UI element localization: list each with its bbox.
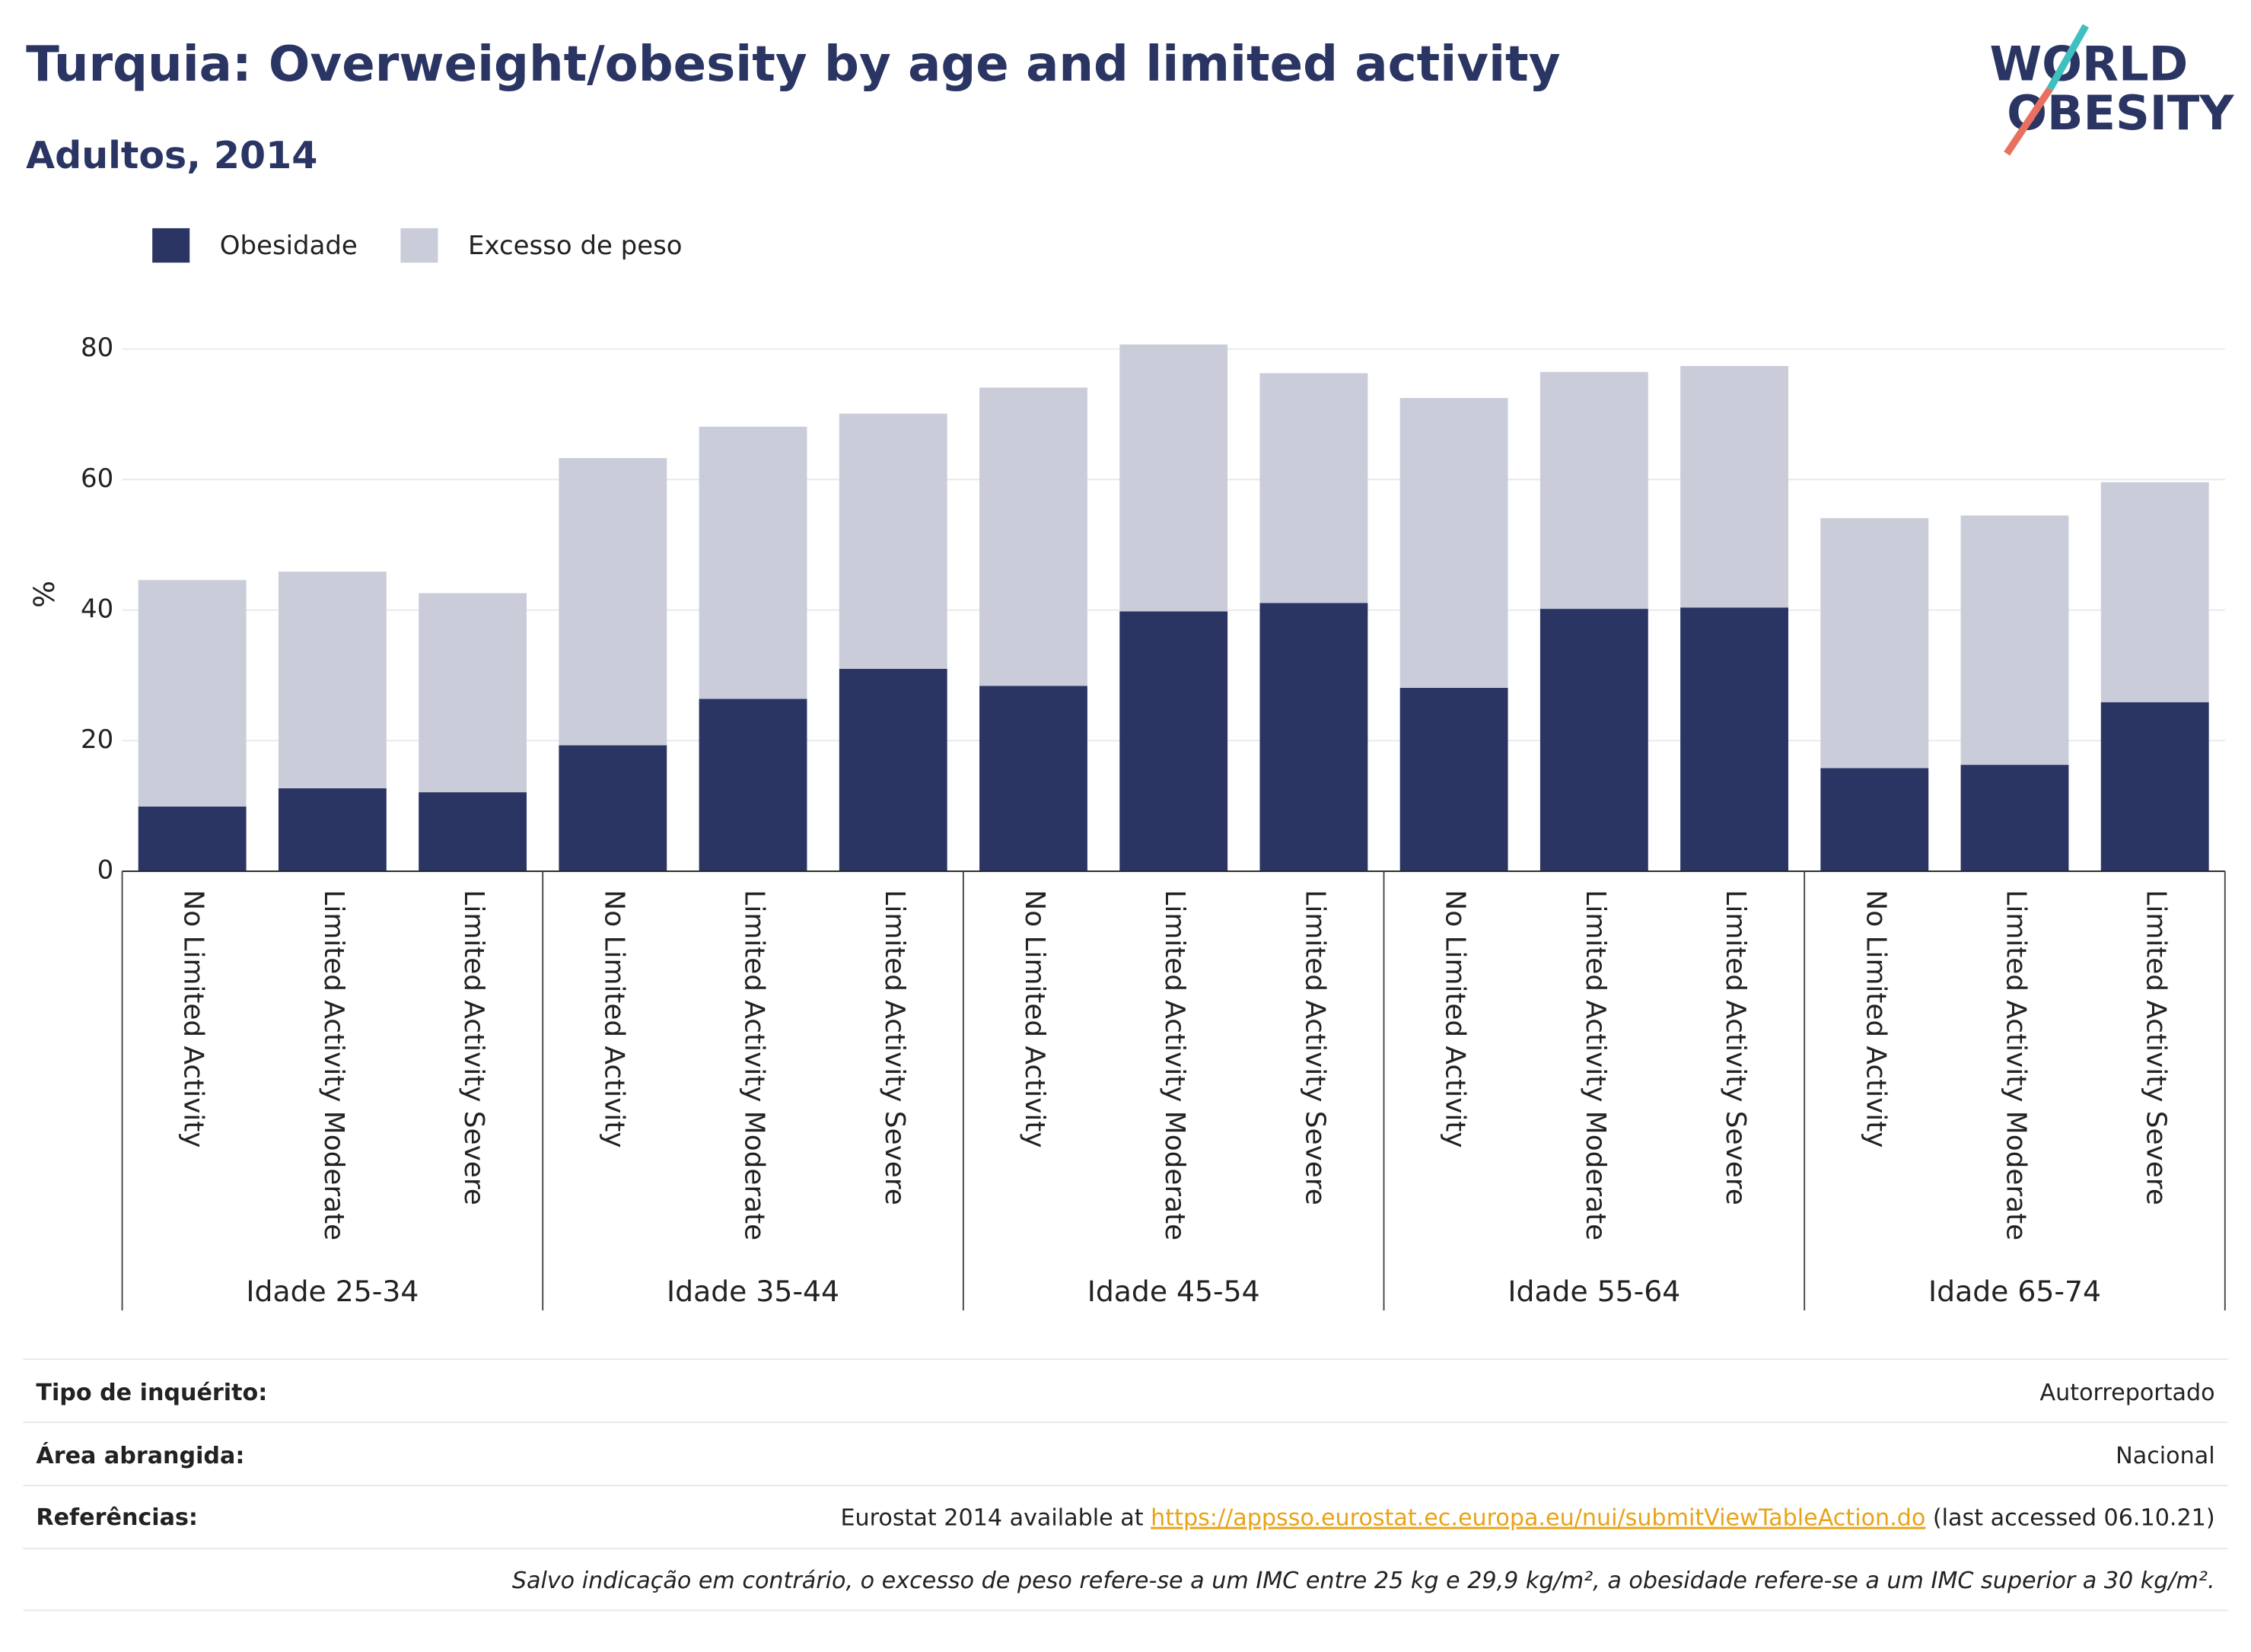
chart-subtitle: Adultos, 2014: [26, 133, 317, 177]
x-tick-label: Limited Activity Moderate: [739, 890, 770, 1240]
ref-link[interactable]: https://appsso.eurostat.ec.europa.eu/nui…: [1151, 1504, 1925, 1531]
x-tick-label: Limited Activity Moderate: [318, 890, 349, 1240]
x-tick-label: Limited Activity Severe: [879, 890, 910, 1205]
x-tick-label: No Limited Activity: [598, 890, 629, 1147]
legend-label: Obesidade: [220, 231, 358, 261]
bar-segment: [1399, 398, 1508, 688]
bar-segment: [1259, 373, 1368, 603]
bar-segment: [419, 593, 527, 793]
bar-segment: [1119, 611, 1228, 871]
chart-title: Turquia: Overweight/obesity by age and l…: [26, 36, 1560, 93]
logo-text: OBESITY: [2007, 85, 2234, 141]
x-tick-label: Limited Activity Severe: [458, 890, 489, 1205]
bar-segment: [699, 426, 807, 699]
x-tick-label: Limited Activity Moderate: [1159, 890, 1190, 1240]
bar-segment: [1820, 768, 1929, 871]
group-label: Idade 65-74: [1928, 1275, 2101, 1308]
footer-note: Salvo indicação em contrário, o excesso …: [512, 1568, 2215, 1594]
bar-segment: [419, 792, 527, 871]
bar-segment: [979, 387, 1087, 686]
group-label: Idade 25-34: [246, 1275, 419, 1308]
bar-segment: [559, 745, 667, 871]
bar-segment: [559, 457, 667, 746]
x-tick-label: Limited Activity Moderate: [2000, 890, 2031, 1240]
x-tick-label: No Limited Activity: [178, 890, 209, 1147]
bar-segment: [1960, 765, 2069, 871]
footer-label: Referências:: [36, 1504, 198, 1531]
logo-slash: [2004, 87, 2053, 156]
bar-segment: [1680, 607, 1788, 871]
x-tick-label: Limited Activity Severe: [1720, 890, 1751, 1205]
bar-segment: [699, 699, 807, 871]
bar-segment: [839, 669, 947, 871]
y-axis-label: %: [27, 581, 61, 608]
y-tick-label: 80: [81, 333, 113, 363]
x-tick-label: Limited Activity Severe: [2141, 890, 2172, 1205]
bar-segment: [278, 788, 387, 871]
footer-value: Autorreportado: [2040, 1380, 2215, 1406]
footer-label: Tipo de inquérito:: [36, 1380, 267, 1406]
bar-segment: [839, 413, 947, 670]
bar-segment: [138, 580, 247, 807]
bar-segment: [1259, 603, 1368, 871]
y-tick-label: 0: [97, 855, 114, 885]
footer: Tipo de inquérito: Autorreportado Área a…: [23, 1358, 2228, 1612]
bar-segment: [1539, 609, 1648, 871]
group-label: Idade 55-64: [1508, 1275, 1680, 1308]
x-tick-label: No Limited Activity: [1440, 890, 1471, 1147]
bar-segment: [1119, 344, 1228, 612]
y-tick-label: 20: [81, 724, 113, 755]
bar-segment: [1539, 371, 1648, 610]
bar-segment: [1820, 517, 1929, 769]
x-tick-label: Limited Activity Severe: [1299, 890, 1330, 1205]
footer-label: Área abrangida:: [36, 1442, 244, 1469]
bar-segment: [979, 686, 1087, 871]
x-tick-label: Limited Activity Moderate: [1580, 890, 1611, 1240]
legend-swatch: [400, 228, 438, 263]
bar-segment: [2100, 482, 2209, 702]
y-tick-label: 60: [81, 463, 113, 494]
footer-value: Eurostat 2014 available at https://appss…: [840, 1504, 2214, 1531]
legend-swatch: [152, 228, 190, 263]
ref-text: Eurostat 2014 available at: [840, 1504, 1151, 1531]
legend-label: Excesso de peso: [468, 231, 682, 261]
bar-segment: [2100, 702, 2209, 871]
logo: WORLD OBESITY: [1989, 24, 2234, 156]
footer-value: Nacional: [2116, 1443, 2214, 1469]
group-label: Idade 35-44: [667, 1275, 839, 1308]
bar-segment: [1960, 515, 2069, 766]
bar-segment: [138, 806, 247, 871]
logo-text: WORLD: [1989, 37, 2188, 92]
x-tick-label: No Limited Activity: [1019, 890, 1050, 1147]
group-label: Idade 45-54: [1087, 1275, 1260, 1308]
bar-segment: [278, 571, 387, 788]
ref-text: (last accessed 06.10.21): [1925, 1504, 2214, 1531]
bar-segment: [1399, 687, 1508, 871]
logo-slash: [2046, 24, 2089, 91]
x-tick-label: No Limited Activity: [1860, 890, 1891, 1147]
y-tick-label: 40: [81, 594, 113, 624]
bar-segment: [1680, 366, 1788, 608]
